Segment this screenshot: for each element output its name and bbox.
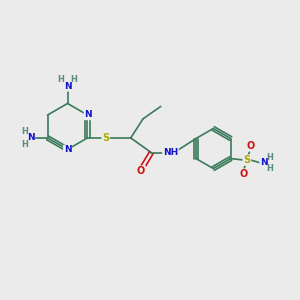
Text: H: H <box>21 140 28 149</box>
Text: N: N <box>27 134 34 142</box>
Text: N: N <box>64 146 71 154</box>
Text: S: S <box>102 133 109 143</box>
Text: H: H <box>58 75 64 84</box>
Text: N: N <box>85 110 92 119</box>
Text: O: O <box>246 141 254 151</box>
Text: O: O <box>137 166 145 176</box>
Text: N: N <box>64 82 71 91</box>
Text: O: O <box>239 169 248 179</box>
Text: N: N <box>260 158 268 167</box>
Text: NH: NH <box>163 148 178 157</box>
Text: H: H <box>70 75 77 84</box>
Text: H: H <box>21 127 28 136</box>
Text: S: S <box>243 155 250 165</box>
Text: H: H <box>266 153 273 162</box>
Text: H: H <box>266 164 273 173</box>
